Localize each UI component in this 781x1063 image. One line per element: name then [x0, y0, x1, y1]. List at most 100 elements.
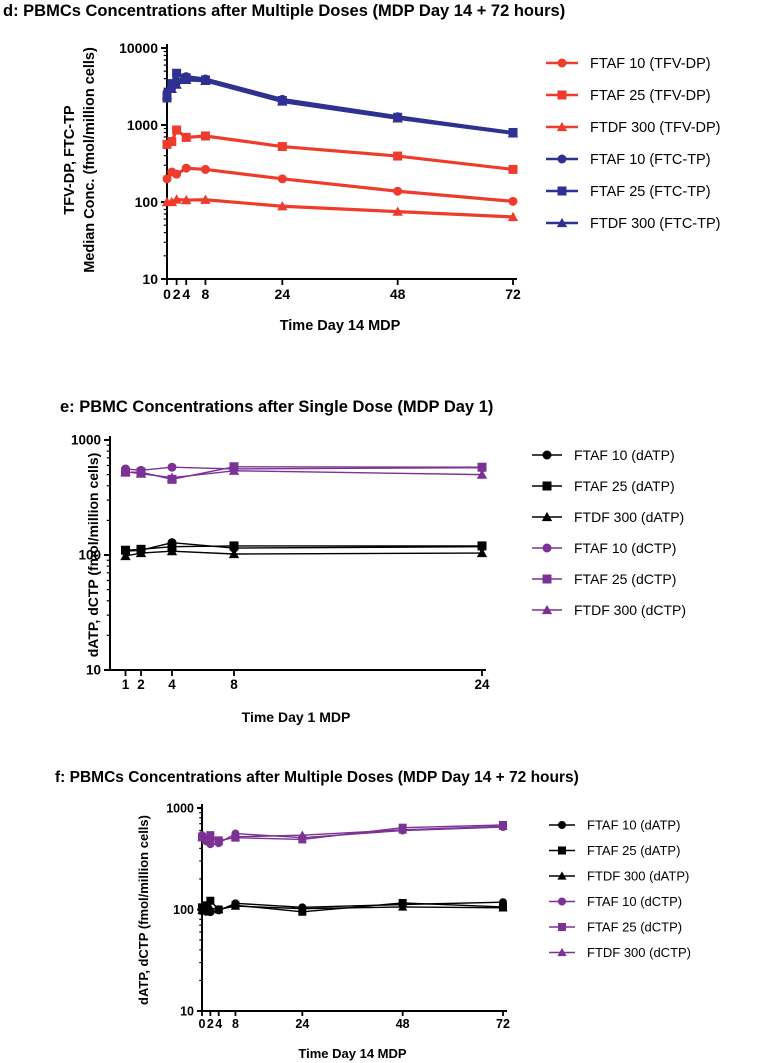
legend-marker: [541, 604, 553, 615]
x-tick-label: 48: [396, 1017, 410, 1031]
legend-item: FTAF 25 (dCTP): [532, 571, 676, 587]
legend-item: FTDF 300 (FTC-TP): [546, 216, 721, 232]
legend-item: FTAF 10 (dATP): [532, 447, 675, 463]
legend-item: FTDF 300 (dCTP): [549, 945, 691, 960]
data-point: [200, 164, 210, 174]
y-tick-label: 1000: [166, 801, 194, 815]
y-tick-label: 10000: [119, 40, 158, 56]
data-point: [162, 174, 172, 184]
series-ftdf-300-dctp: [120, 465, 488, 482]
data-point: [507, 128, 519, 138]
legend-marker: [541, 511, 553, 522]
data-point: [398, 825, 408, 834]
data-point: [398, 902, 408, 911]
legend-label: FTAF 10 (dCTP): [574, 540, 676, 556]
data-point: [476, 469, 488, 479]
legend-marker: [557, 58, 567, 68]
legend-label: FTAF 25 (dATP): [587, 843, 680, 858]
x-tick-label: 8: [230, 677, 238, 692]
data-point: [181, 74, 192, 85]
data-point: [121, 545, 130, 555]
x-tick-label: 0: [199, 1017, 206, 1031]
data-point: [135, 468, 147, 478]
data-point: [228, 465, 240, 475]
data-point: [298, 835, 307, 844]
data-point: [277, 96, 288, 106]
x-tick-label: 0: [163, 286, 171, 302]
data-point: [181, 163, 191, 173]
series-ftdf-300-dctp: [197, 821, 508, 845]
data-point: [200, 131, 210, 141]
x-tick-label: 1: [122, 677, 130, 692]
series-line: [166, 128, 514, 171]
data-point: [167, 462, 177, 472]
legend-item: FTAF 10 (FTC-TP): [546, 152, 711, 168]
series-ftdf-300-ftc-tp: [161, 74, 519, 138]
x-tick-label: 2: [137, 677, 145, 692]
legend-marker: [557, 871, 567, 880]
legend-label: FTAF 10 (dATP): [587, 818, 680, 833]
legend-label: FTAF 25 (TFV-DP): [590, 88, 711, 104]
y-tick-label: 1000: [127, 117, 158, 133]
x-tick-label: 4: [168, 677, 176, 692]
legend-label: FTAF 25 (dATP): [574, 478, 675, 494]
x-tick-label: 24: [474, 677, 490, 692]
data-point: [476, 547, 488, 558]
x-tick-label: 4: [215, 1017, 222, 1031]
data-point: [297, 904, 307, 913]
legend-label: FTDF 300 (FTC-TP): [590, 216, 721, 232]
series-ftaf-10-dctp: [121, 462, 487, 475]
legend-marker: [557, 154, 567, 164]
legend-item: FTAF 25 (dATP): [532, 478, 675, 494]
x-tick-label: 72: [505, 286, 521, 302]
legend-item: FTDF 300 (TFV-DP): [546, 120, 721, 136]
legend-marker: [557, 186, 567, 196]
legend-item: FTAF 10 (dCTP): [532, 540, 676, 556]
legend-item: FTAF 25 (FTC-TP): [546, 184, 711, 200]
data-point: [507, 211, 519, 222]
x-tick-label: 8: [202, 286, 210, 302]
data-point: [277, 142, 287, 152]
legend-label: FTDF 300 (dATP): [574, 509, 684, 525]
panel-d-multiple-dose-tfv-ftc: d: PBMCs Concentrations after Multiple D…: [3, 2, 721, 334]
legend-marker: [542, 450, 552, 460]
data-point: [200, 194, 211, 204]
legend-item: FTAF 25 (TFV-DP): [546, 88, 711, 104]
series-ftdf-300-tfv-dp: [161, 194, 519, 222]
legend-marker: [556, 121, 568, 132]
series-line: [125, 550, 483, 557]
data-point: [230, 832, 241, 841]
data-point: [214, 836, 224, 845]
x-tick-label: 2: [207, 1017, 214, 1031]
x-tick-label: 72: [496, 1017, 510, 1031]
y-tick-label: 100: [173, 903, 194, 917]
y-tick-label: 100: [78, 548, 101, 563]
legend-item: FTDF 300 (dATP): [532, 509, 684, 525]
data-point: [166, 196, 177, 207]
data-point: [167, 79, 177, 89]
x-tick-label: 24: [295, 1017, 309, 1031]
legend-label: FTDF 300 (dATP): [587, 869, 689, 884]
legend-marker: [558, 897, 566, 906]
legend-label: FTAF 10 (FTC-TP): [590, 152, 711, 168]
data-point: [181, 194, 192, 205]
legend-marker: [558, 846, 566, 855]
data-point: [181, 132, 191, 142]
y-tick-label: 100: [135, 194, 159, 210]
y-tick-label: 10: [86, 663, 101, 678]
x-tick-label: 4: [182, 286, 190, 302]
series-ftaf-10-tfv-dp: [162, 163, 518, 206]
series-ftdf-300-datp: [120, 545, 488, 561]
legend-label: FTAF 25 (dCTP): [574, 571, 676, 587]
data-point: [120, 466, 131, 476]
y-axis-label: TFV-DP, FTC-TP: [62, 105, 78, 215]
data-point: [214, 904, 224, 914]
x-axis-label: Time Day 1 MDP: [242, 709, 351, 725]
x-tick-label: 48: [390, 286, 406, 302]
y-tick-label: 1000: [71, 433, 101, 448]
x-axis-label: Time Day 14 MDP: [280, 318, 401, 334]
x-tick-label: 24: [275, 286, 291, 302]
data-point: [206, 896, 215, 905]
data-point: [228, 548, 240, 559]
legend-label: FTDF 300 (dCTP): [574, 602, 686, 618]
